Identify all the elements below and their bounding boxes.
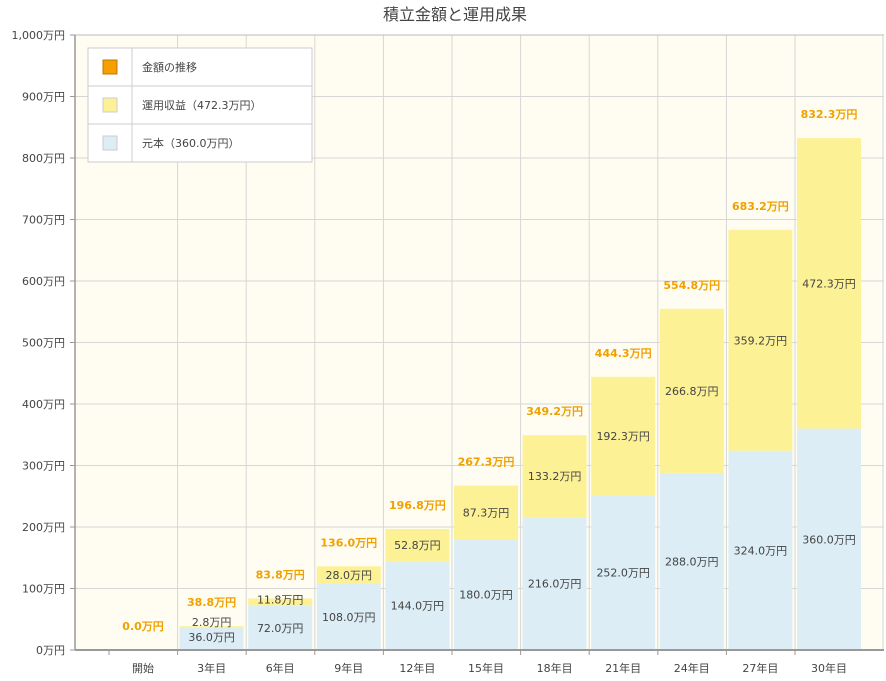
gain-value-label: 133.2万円	[528, 470, 582, 483]
gain-value-label: 52.8万円	[394, 539, 441, 552]
legend-swatch	[102, 97, 118, 113]
bar-principal	[522, 517, 587, 650]
principal-value-label: 288.0万円	[665, 555, 719, 568]
y-tick-label: 300万円	[22, 460, 65, 473]
legend-swatch	[102, 59, 118, 75]
bar-gain	[797, 138, 861, 429]
principal-value-label: 360.0万円	[802, 533, 856, 546]
bar-gain	[316, 566, 381, 584]
total-value-label: 196.8万円	[389, 499, 446, 512]
bar-principal	[659, 472, 724, 650]
gain-value-label: 11.8万円	[257, 594, 304, 607]
principal-value-label: 216.0万円	[528, 578, 582, 591]
y-tick-label: 800万円	[22, 152, 65, 165]
bar-principal	[248, 605, 313, 650]
principal-value-label: 108.0万円	[322, 611, 376, 624]
bar-gain	[179, 626, 244, 628]
principal-value-label: 324.0万円	[734, 544, 788, 557]
total-value-label: 554.8万円	[663, 279, 720, 292]
principal-value-label: 36.0万円	[188, 631, 235, 644]
gain-value-label: 192.3万円	[596, 430, 650, 443]
y-tick-label: 500万円	[22, 337, 65, 350]
total-value-label: 683.2万円	[732, 200, 789, 213]
x-tick-label: 27年目	[742, 661, 778, 675]
gain-value-label: 2.8万円	[192, 616, 232, 629]
x-tick-label: 21年目	[605, 661, 641, 675]
total-value-label: 83.8万円	[256, 568, 305, 581]
total-value-label: 267.3万円	[458, 456, 515, 469]
gain-value-label: 266.8万円	[665, 385, 719, 398]
bar-principal	[179, 627, 244, 650]
x-tick-label: 24年目	[674, 661, 710, 675]
y-tick-label: 200万円	[22, 521, 65, 534]
bar-gain	[248, 598, 313, 606]
gain-value-label: 28.0万円	[326, 569, 373, 582]
x-tick-label: 9年目	[334, 661, 363, 675]
x-tick-label: 15年目	[468, 661, 504, 675]
x-tick-label: 3年目	[197, 661, 226, 675]
total-value-label: 349.2万円	[526, 405, 583, 418]
x-tick-label: 30年目	[811, 661, 847, 675]
x-tick-label: 開始	[132, 661, 154, 675]
bar-gain	[591, 376, 656, 496]
total-value-label: 832.3万円	[801, 108, 858, 121]
bar-principal	[728, 450, 793, 650]
principal-value-label: 144.0万円	[391, 600, 445, 613]
legend-label: 元本（360.0万円）	[142, 136, 240, 150]
bar-principal	[797, 428, 861, 650]
y-tick-label: 700万円	[22, 214, 65, 227]
bar-gain	[728, 229, 793, 451]
principal-value-label: 72.0万円	[257, 622, 304, 635]
bar-principal	[454, 539, 518, 650]
legend-label: 運用収益（472.3万円）	[142, 98, 262, 112]
principal-value-label: 180.0万円	[459, 589, 513, 602]
bar-gain	[522, 435, 587, 518]
y-tick-label: 1,000万円	[12, 29, 66, 42]
principal-value-label: 252.0万円	[596, 567, 650, 580]
gain-value-label: 359.2万円	[734, 334, 788, 347]
legend-box	[87, 47, 313, 163]
legend-swatch	[102, 135, 118, 151]
y-tick-label: 100万円	[22, 583, 65, 596]
y-tick-label: 0万円	[36, 644, 65, 657]
bar-gain	[659, 308, 724, 473]
bar-principal	[316, 583, 381, 650]
y-tick-label: 600万円	[22, 275, 65, 288]
x-tick-label: 6年目	[266, 661, 295, 675]
chart-title: 積立金額と運用成果	[383, 5, 527, 24]
x-tick-label: 12年目	[399, 661, 435, 675]
legend-label: 金額の推移	[142, 60, 197, 74]
y-tick-label: 900万円	[22, 91, 65, 104]
gain-value-label: 87.3万円	[463, 506, 510, 519]
total-value-label: 38.8万円	[187, 596, 236, 609]
bar-gain	[454, 485, 518, 540]
bar-principal	[591, 495, 656, 650]
y-tick-label: 400万円	[22, 398, 65, 411]
total-value-label: 444.3万円	[595, 347, 652, 360]
total-value-label: 0.0万円	[122, 620, 164, 633]
bar-principal	[385, 561, 450, 650]
total-value-label: 136.0万円	[320, 536, 377, 549]
gain-value-label: 472.3万円	[802, 277, 856, 290]
bar-gain	[385, 528, 450, 562]
x-tick-label: 18年目	[537, 661, 573, 675]
